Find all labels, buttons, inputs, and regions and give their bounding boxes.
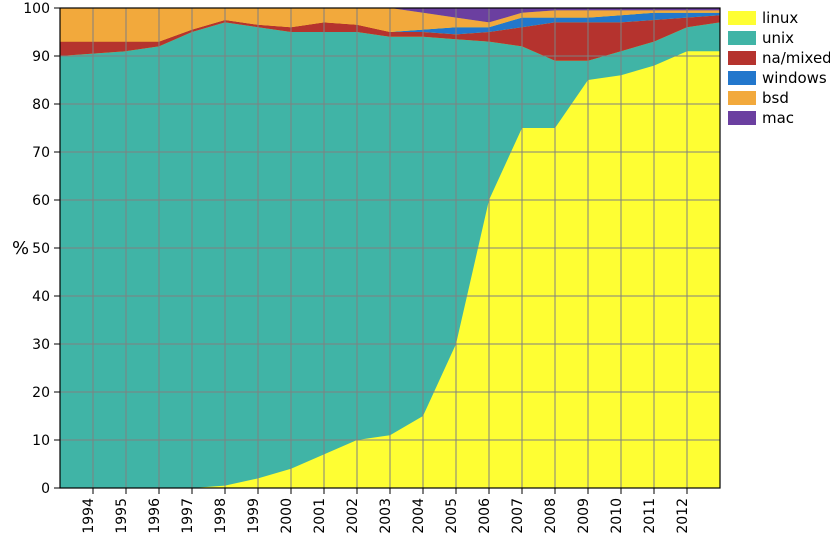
xtick-label: 2011 bbox=[642, 498, 658, 534]
ytick-label: 100 bbox=[23, 1, 50, 17]
legend-swatch bbox=[728, 71, 756, 85]
legend: linuxunixna/mixedwindowsbsdmac bbox=[728, 8, 830, 128]
ytick-label: 50 bbox=[32, 241, 50, 257]
xtick-label: 1997 bbox=[180, 498, 196, 534]
ytick-label: 60 bbox=[32, 193, 50, 209]
xtick-label: 2012 bbox=[675, 498, 691, 534]
xtick-label: 2001 bbox=[312, 498, 328, 534]
xtick-label: 2010 bbox=[609, 498, 625, 534]
xtick-label: 2008 bbox=[543, 498, 559, 534]
ytick-label: 90 bbox=[32, 49, 50, 65]
legend-item: na/mixed bbox=[728, 48, 830, 68]
legend-item: mac bbox=[728, 108, 830, 128]
xtick-label: 1999 bbox=[246, 498, 262, 534]
xtick-label: 2002 bbox=[345, 498, 361, 534]
ytick-label: 10 bbox=[32, 433, 50, 449]
legend-item: unix bbox=[728, 28, 830, 48]
xtick-label: 2007 bbox=[510, 498, 526, 534]
legend-label: linux bbox=[762, 8, 798, 28]
os-share-area-chart: 0 10 20 30 40 50 60 70 80 90 100% 1994 1995 1996 1997 1… bbox=[0, 0, 830, 560]
ytick-label: 20 bbox=[32, 385, 50, 401]
ytick-label: 0 bbox=[41, 481, 50, 497]
ytick-label: 80 bbox=[32, 97, 50, 113]
legend-label: windows bbox=[762, 68, 827, 88]
legend-item: linux bbox=[728, 8, 830, 28]
legend-label: na/mixed bbox=[762, 48, 830, 68]
xtick-label: 1995 bbox=[114, 498, 130, 534]
legend-swatch bbox=[728, 31, 756, 45]
xtick-label: 2004 bbox=[411, 498, 427, 534]
xtick-label: 2009 bbox=[576, 498, 592, 534]
legend-swatch bbox=[728, 111, 756, 125]
xtick-label: 2006 bbox=[477, 498, 493, 534]
xtick-label: 1998 bbox=[213, 498, 229, 534]
legend-label: unix bbox=[762, 28, 794, 48]
ytick-label: 70 bbox=[32, 145, 50, 161]
xtick-label: 2003 bbox=[378, 498, 394, 534]
y-axis-label: % bbox=[12, 238, 29, 259]
xtick-label: 1994 bbox=[81, 498, 97, 534]
xtick-label: 1996 bbox=[147, 498, 163, 534]
legend-item: windows bbox=[728, 68, 830, 88]
grid bbox=[60, 8, 720, 488]
legend-swatch bbox=[728, 11, 756, 25]
legend-swatch bbox=[728, 91, 756, 105]
ytick-label: 40 bbox=[32, 289, 50, 305]
ytick-label: 30 bbox=[32, 337, 50, 353]
legend-label: mac bbox=[762, 108, 794, 128]
legend-label: bsd bbox=[762, 88, 789, 108]
legend-item: bsd bbox=[728, 88, 830, 108]
legend-swatch bbox=[728, 51, 756, 65]
xtick-label: 2005 bbox=[444, 498, 460, 534]
xtick-label: 2000 bbox=[279, 498, 295, 534]
